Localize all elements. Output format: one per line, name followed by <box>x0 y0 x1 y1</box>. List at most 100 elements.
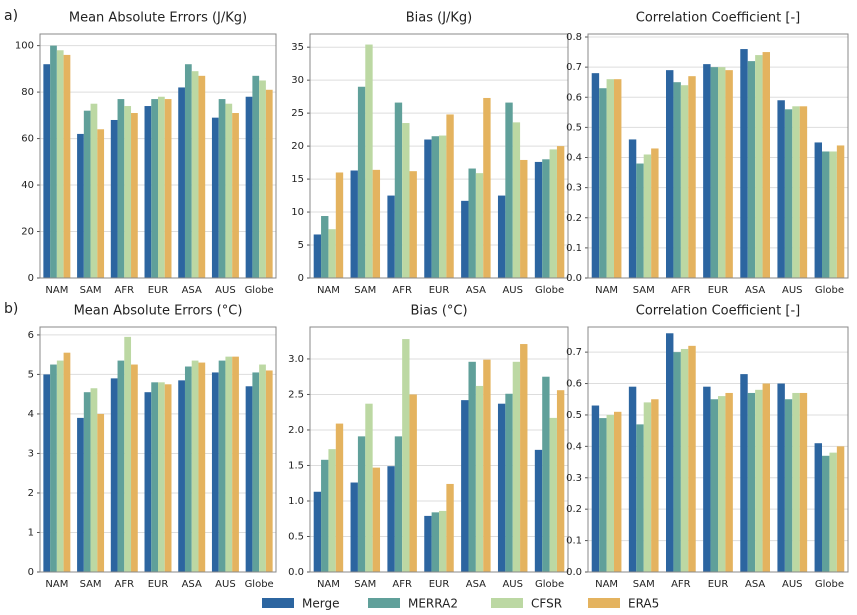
bar <box>651 148 659 278</box>
bar <box>512 122 521 278</box>
bar <box>542 376 550 572</box>
bar <box>606 79 614 279</box>
bar <box>350 170 358 278</box>
bar <box>606 414 614 572</box>
bar <box>591 405 600 572</box>
bar <box>599 418 607 572</box>
x-tick-label: NAM <box>595 285 618 296</box>
bar <box>556 390 565 572</box>
legend-swatch <box>491 598 523 608</box>
bar <box>446 483 454 572</box>
bar <box>651 399 659 572</box>
bar <box>424 515 432 572</box>
bar <box>198 75 206 278</box>
bar <box>328 449 336 572</box>
bar <box>666 70 674 278</box>
y-tick-label: 0.6 <box>566 92 582 103</box>
bar <box>475 173 484 278</box>
x-tick-label: EUR <box>148 579 169 590</box>
legend-label: MERRA2 <box>408 597 458 611</box>
y-tick-label: 0.5 <box>566 410 582 421</box>
bar <box>63 352 71 572</box>
y-tick-label: 1.5 <box>288 460 304 471</box>
x-tick-label: AFR <box>115 579 135 590</box>
chart-title: Bias (J/Kg) <box>406 11 473 26</box>
y-tick-label: 1.0 <box>288 496 304 507</box>
bar <box>710 67 718 278</box>
bar <box>614 79 622 279</box>
x-tick-label: AFR <box>115 285 135 296</box>
bar <box>372 467 381 572</box>
axes-frame <box>587 326 849 573</box>
x-tick-label: NAM <box>45 285 68 296</box>
bar <box>335 172 344 278</box>
legend-swatch <box>368 598 400 608</box>
y-tick-label: 60 <box>21 134 34 145</box>
bar <box>184 64 192 278</box>
y-tick-label: 0 <box>28 567 34 578</box>
axes-frame <box>39 326 277 573</box>
bar <box>313 491 322 572</box>
x-tick-label: SAM <box>633 579 655 590</box>
bar <box>43 374 51 572</box>
bar <box>357 436 366 572</box>
chart-title: Mean Absolute Errors (J/Kg) <box>69 11 247 26</box>
bar <box>218 99 226 278</box>
y-tick-label: 0.2 <box>566 504 582 515</box>
legend-swatch <box>262 598 294 608</box>
bar <box>335 423 344 572</box>
y-tick-label: 35 <box>291 42 304 53</box>
x-tick-label: AUS <box>782 579 803 590</box>
bar <box>259 364 266 572</box>
bar <box>90 388 98 572</box>
y-tick-label: 15 <box>291 174 304 185</box>
bar <box>387 195 395 278</box>
x-tick-label: ASA <box>466 579 486 590</box>
bar <box>799 392 808 572</box>
x-tick-label: SAM <box>633 285 655 296</box>
bar <box>191 71 199 278</box>
bar <box>158 382 165 572</box>
bar <box>777 100 785 278</box>
bar <box>747 392 756 572</box>
y-tick-label: 0.5 <box>288 531 304 542</box>
bar <box>703 386 711 572</box>
axes-frame <box>587 33 849 279</box>
bar <box>814 443 822 572</box>
bar <box>740 374 748 572</box>
axes-frame <box>309 326 569 573</box>
bar <box>321 216 329 278</box>
bar <box>110 378 118 572</box>
bar <box>117 360 125 572</box>
x-tick-label: EUR <box>429 285 450 296</box>
bar <box>680 85 689 279</box>
bar <box>350 482 358 572</box>
y-tick-label: 0.0 <box>288 567 304 578</box>
bar <box>483 359 491 572</box>
bar <box>56 50 64 279</box>
bar <box>755 389 763 572</box>
bar <box>740 49 748 278</box>
bar <box>591 73 600 278</box>
bar <box>703 64 711 278</box>
bar <box>666 333 674 572</box>
bar <box>50 45 57 278</box>
bar <box>321 459 329 572</box>
legend-swatch <box>588 598 620 608</box>
y-tick-label: 3.0 <box>288 354 304 365</box>
bar <box>124 106 132 279</box>
y-tick-label: 0.3 <box>566 473 582 484</box>
bar <box>365 403 373 572</box>
bar <box>747 61 756 278</box>
bar <box>124 336 132 572</box>
bar <box>409 394 417 572</box>
bar <box>688 345 696 572</box>
bar <box>718 396 726 572</box>
bar <box>792 106 800 278</box>
chart-title: Bias (°C) <box>410 304 467 319</box>
bar <box>225 103 233 278</box>
bar <box>259 80 266 278</box>
bar <box>313 234 322 278</box>
y-tick-label: 5 <box>298 240 304 251</box>
bar <box>468 168 476 278</box>
